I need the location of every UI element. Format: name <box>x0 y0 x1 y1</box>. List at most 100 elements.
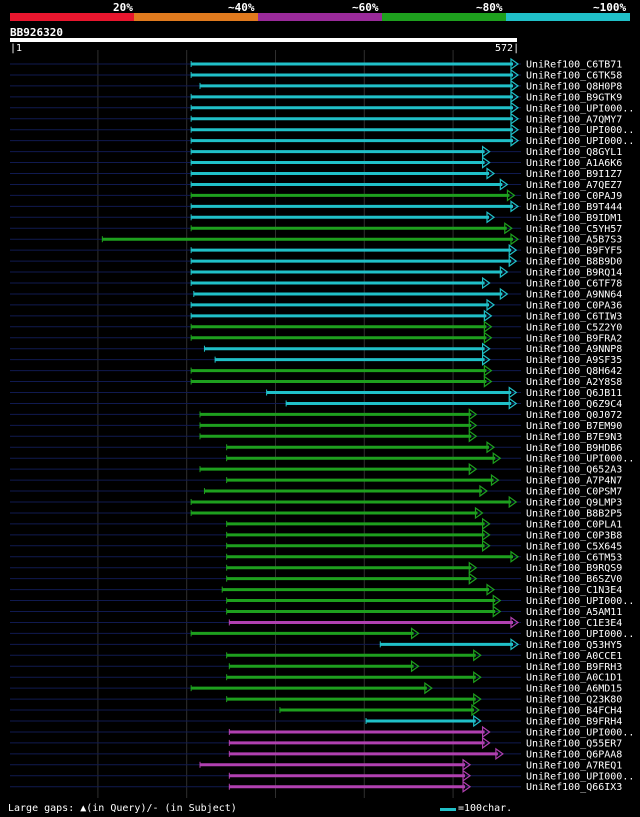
scale-legend-line <box>440 808 456 811</box>
hit-end-arrow <box>481 353 491 366</box>
hit-label: UniRef100_A0C1D1 <box>526 673 622 684</box>
hit-end-arrow <box>473 714 482 728</box>
hit-label: UniRef100_A9NN64 <box>526 289 622 300</box>
hit-label: UniRef100_C0PA36 <box>526 300 622 311</box>
hit-end-arrow <box>483 331 493 344</box>
hit-label: UniRef100_UPI000.. <box>526 771 634 782</box>
hit-label: UniRef100_C6TF78 <box>526 279 622 290</box>
hit-label: UniRef100_Q6Z9C4 <box>526 399 622 410</box>
hit-end-arrow <box>510 90 520 104</box>
hit-end-arrow <box>508 243 518 257</box>
hit-end-arrow <box>486 211 496 224</box>
hit-label: UniRef100_Q55ER7 <box>526 738 622 749</box>
hit-label: UniRef100_B7E9N3 <box>526 432 622 443</box>
hit-end-arrow <box>481 145 491 158</box>
hit-label: UniRef100_B9IDM1 <box>526 213 622 224</box>
hit-end-arrow <box>462 769 472 782</box>
hit-end-arrow <box>492 605 502 618</box>
hit-label: UniRef100_C1N3E4 <box>526 585 622 596</box>
hit-label: UniRef100_C6TIW3 <box>526 311 622 322</box>
hit-end-arrow <box>486 298 496 312</box>
hit-end-arrow <box>510 123 520 136</box>
hit-label: UniRef100_Q652A3 <box>526 465 622 476</box>
hit-end-arrow <box>473 671 482 684</box>
hit-label: UniRef100_B9FRA2 <box>526 333 622 344</box>
scale-legend-text: =100char. <box>458 803 513 814</box>
hit-end-arrow <box>462 780 472 793</box>
hit-end-arrow <box>410 660 420 673</box>
hit-label: UniRef100_Q66IX3 <box>526 782 622 793</box>
hit-label: UniRef100_UPI000.. <box>526 103 634 114</box>
hit-label: UniRef100_C5YH57 <box>526 224 622 235</box>
hit-end-arrow <box>499 178 509 191</box>
hit-label: UniRef100_Q23K80 <box>526 695 622 706</box>
hit-end-arrow <box>424 681 433 695</box>
hit-end-arrow <box>499 265 509 279</box>
hit-label: UniRef100_B7EM90 <box>526 421 622 432</box>
hit-end-arrow <box>410 627 420 640</box>
hit-label: UniRef100_UPI000.. <box>526 136 634 147</box>
hit-end-arrow <box>508 386 518 399</box>
hit-label: UniRef100_B8B2P5 <box>526 508 622 519</box>
hit-label: UniRef100_UPI000.. <box>526 727 634 738</box>
pct-label-20: 20% <box>113 1 133 14</box>
hit-end-arrow <box>508 495 518 509</box>
hit-end-arrow <box>510 616 520 629</box>
hit-label: UniRef100_B9I1Z7 <box>526 169 622 180</box>
hit-label: UniRef100_Q9LMP3 <box>526 498 622 509</box>
hit-end-arrow <box>486 167 496 180</box>
hit-label: UniRef100_A7QMY7 <box>526 114 622 125</box>
hit-label: UniRef100_C5Z2Y0 <box>526 322 622 333</box>
hit-end-arrow <box>473 692 482 706</box>
pct-label-100: ~100% <box>593 1 627 14</box>
hit-label: UniRef100_UPI000.. <box>526 454 634 465</box>
ruler-end: 572| <box>495 43 520 54</box>
hit-end-arrow <box>481 517 491 531</box>
hit-end-arrow <box>508 397 518 410</box>
hit-label: UniRef100_C1E3E4 <box>526 618 622 629</box>
hit-end-arrow <box>481 528 491 542</box>
hit-label: UniRef100_A9SF35 <box>526 355 622 366</box>
hit-end-arrow <box>474 506 484 520</box>
hit-end-arrow <box>468 561 478 574</box>
hit-end-arrow <box>481 539 491 552</box>
query-name: BB926320 <box>10 26 63 39</box>
hit-end-arrow <box>510 200 520 213</box>
hit-label: UniRef100_C6TB71 <box>526 60 622 71</box>
hit-end-arrow <box>481 276 491 290</box>
hit-end-arrow <box>486 583 496 596</box>
hit-end-arrow <box>510 550 520 563</box>
gaps-legend: Large gaps: ▲(in Query)/- (in Subject) <box>8 803 237 814</box>
hit-end-arrow <box>473 649 482 662</box>
hit-end-arrow <box>495 747 504 761</box>
color-seg-cyan <box>506 13 630 21</box>
hit-end-arrow <box>471 703 480 717</box>
color-seg-green <box>382 13 506 21</box>
hit-end-arrow <box>479 484 488 498</box>
hit-end-arrow <box>490 473 500 487</box>
hit-label: UniRef100_B9GTK9 <box>526 92 622 103</box>
hit-label: UniRef100_UPI000.. <box>526 125 634 136</box>
hit-label: UniRef100_B9FRH4 <box>526 717 622 728</box>
hit-end-arrow <box>481 725 491 739</box>
pct-label-80: ~80% <box>476 1 503 14</box>
hit-label: UniRef100_C5X645 <box>526 541 622 552</box>
identity-color-bar <box>10 13 630 21</box>
hit-end-arrow <box>510 101 520 114</box>
hit-end-arrow <box>481 342 491 355</box>
hit-label: UniRef100_A9NNP8 <box>526 344 622 355</box>
hit-end-arrow <box>510 68 520 82</box>
hit-label: UniRef100_A2Y8S8 <box>526 377 622 388</box>
hit-end-arrow <box>483 375 493 388</box>
hit-end-arrow <box>510 57 520 71</box>
hit-label: UniRef100_B9FYF5 <box>526 246 622 257</box>
hit-label: UniRef100_A6MD15 <box>526 684 622 695</box>
hit-label: UniRef100_B9RQ14 <box>526 268 622 279</box>
hit-label: UniRef100_Q8H642 <box>526 366 622 377</box>
hit-end-arrow <box>486 441 496 454</box>
hit-label: UniRef100_B4FCH4 <box>526 706 622 717</box>
hit-label: UniRef100_C0PAJ9 <box>526 191 622 202</box>
hit-label: UniRef100_Q6PAA8 <box>526 749 622 760</box>
hit-end-arrow <box>510 134 520 147</box>
hit-end-arrow <box>468 430 478 443</box>
